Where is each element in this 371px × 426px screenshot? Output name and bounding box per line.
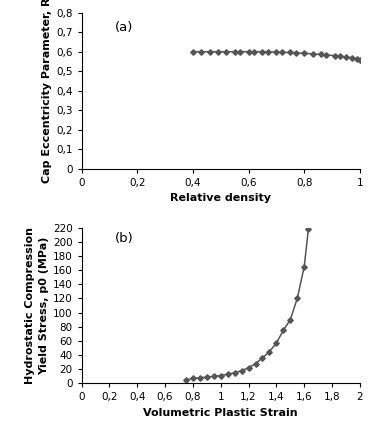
Text: (a): (a) [115,20,134,34]
Text: (b): (b) [115,232,134,245]
X-axis label: Relative density: Relative density [170,193,271,203]
Y-axis label: Cap Eccentricity Parameter, R: Cap Eccentricity Parameter, R [42,0,52,183]
Y-axis label: Hydrostatic Compression
Yield Stress, p0 (MPa): Hydrostatic Compression Yield Stress, p0… [26,227,49,384]
X-axis label: Volumetric Plastic Strain: Volumetric Plastic Strain [144,408,298,418]
